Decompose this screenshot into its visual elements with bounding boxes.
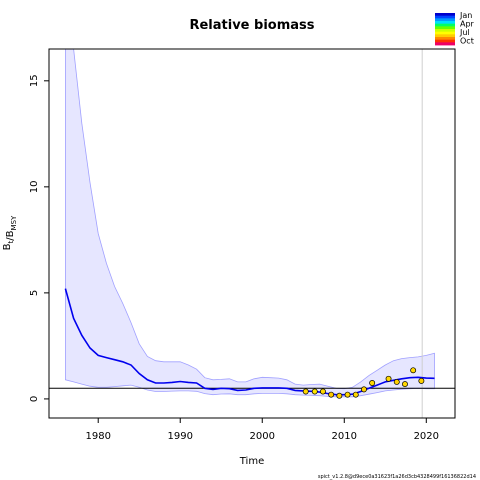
legend-color-swatch	[435, 21, 455, 25]
x-axis-label: Time	[239, 456, 264, 467]
legend-color-swatch	[435, 34, 455, 38]
legend-color-swatch	[435, 18, 455, 22]
observation-point	[344, 391, 351, 398]
observation-point	[319, 388, 326, 395]
observation-point	[352, 391, 359, 398]
observation-point	[393, 378, 400, 385]
legend-color-swatch	[435, 13, 455, 17]
observation-point	[369, 380, 376, 386]
legend-color-swatch	[435, 42, 455, 46]
y-tick-label: 15	[29, 74, 40, 87]
legend-label: Oct	[460, 37, 474, 46]
estimate-line	[64, 288, 435, 396]
legend-label: Apr	[460, 20, 475, 29]
y-tick-label: 0	[29, 396, 40, 402]
plot-content	[49, 49, 455, 418]
legend-color-swatch	[435, 26, 455, 30]
observation-point	[410, 367, 417, 374]
x-tick-label: 2020	[414, 431, 439, 442]
observation-point	[385, 375, 392, 382]
observation-point	[402, 381, 408, 388]
observation-point	[418, 377, 425, 384]
y-tick-label: 5	[29, 290, 40, 296]
y-tick-label: 10	[29, 180, 40, 193]
legend-color-swatch	[435, 23, 455, 27]
observation-point	[361, 386, 367, 393]
x-tick-label: 2000	[250, 431, 275, 442]
axes: 1980 1990 2000 2010 2020 0 5 10 15	[29, 48, 456, 442]
observation-point	[328, 391, 335, 398]
observation-point	[336, 392, 343, 399]
legend-color-swatch	[435, 29, 455, 33]
legend-color-swatch	[435, 31, 455, 35]
x-tick-label: 1990	[168, 431, 193, 442]
x-tick-label: 2010	[332, 431, 357, 442]
chart-title: Relative biomass	[189, 18, 314, 33]
legend-color-swatch	[435, 39, 455, 43]
y-axis-label: Bt/BMSY	[2, 215, 18, 250]
legend-label: Jul	[459, 28, 470, 37]
confidence-band	[65, 49, 435, 398]
footer-text: spict_v1.2.8@d9ece0a31623f1a26d3cb432849…	[318, 474, 476, 480]
legend-color-swatch	[435, 15, 455, 19]
legend-color-swatch	[435, 37, 455, 41]
plot-area	[49, 49, 455, 418]
plot-frame	[48, 48, 456, 419]
x-tick-label: 1980	[85, 431, 110, 442]
observation-point	[311, 388, 318, 395]
observation-point	[302, 388, 309, 395]
legend-label: Jan	[459, 11, 472, 20]
